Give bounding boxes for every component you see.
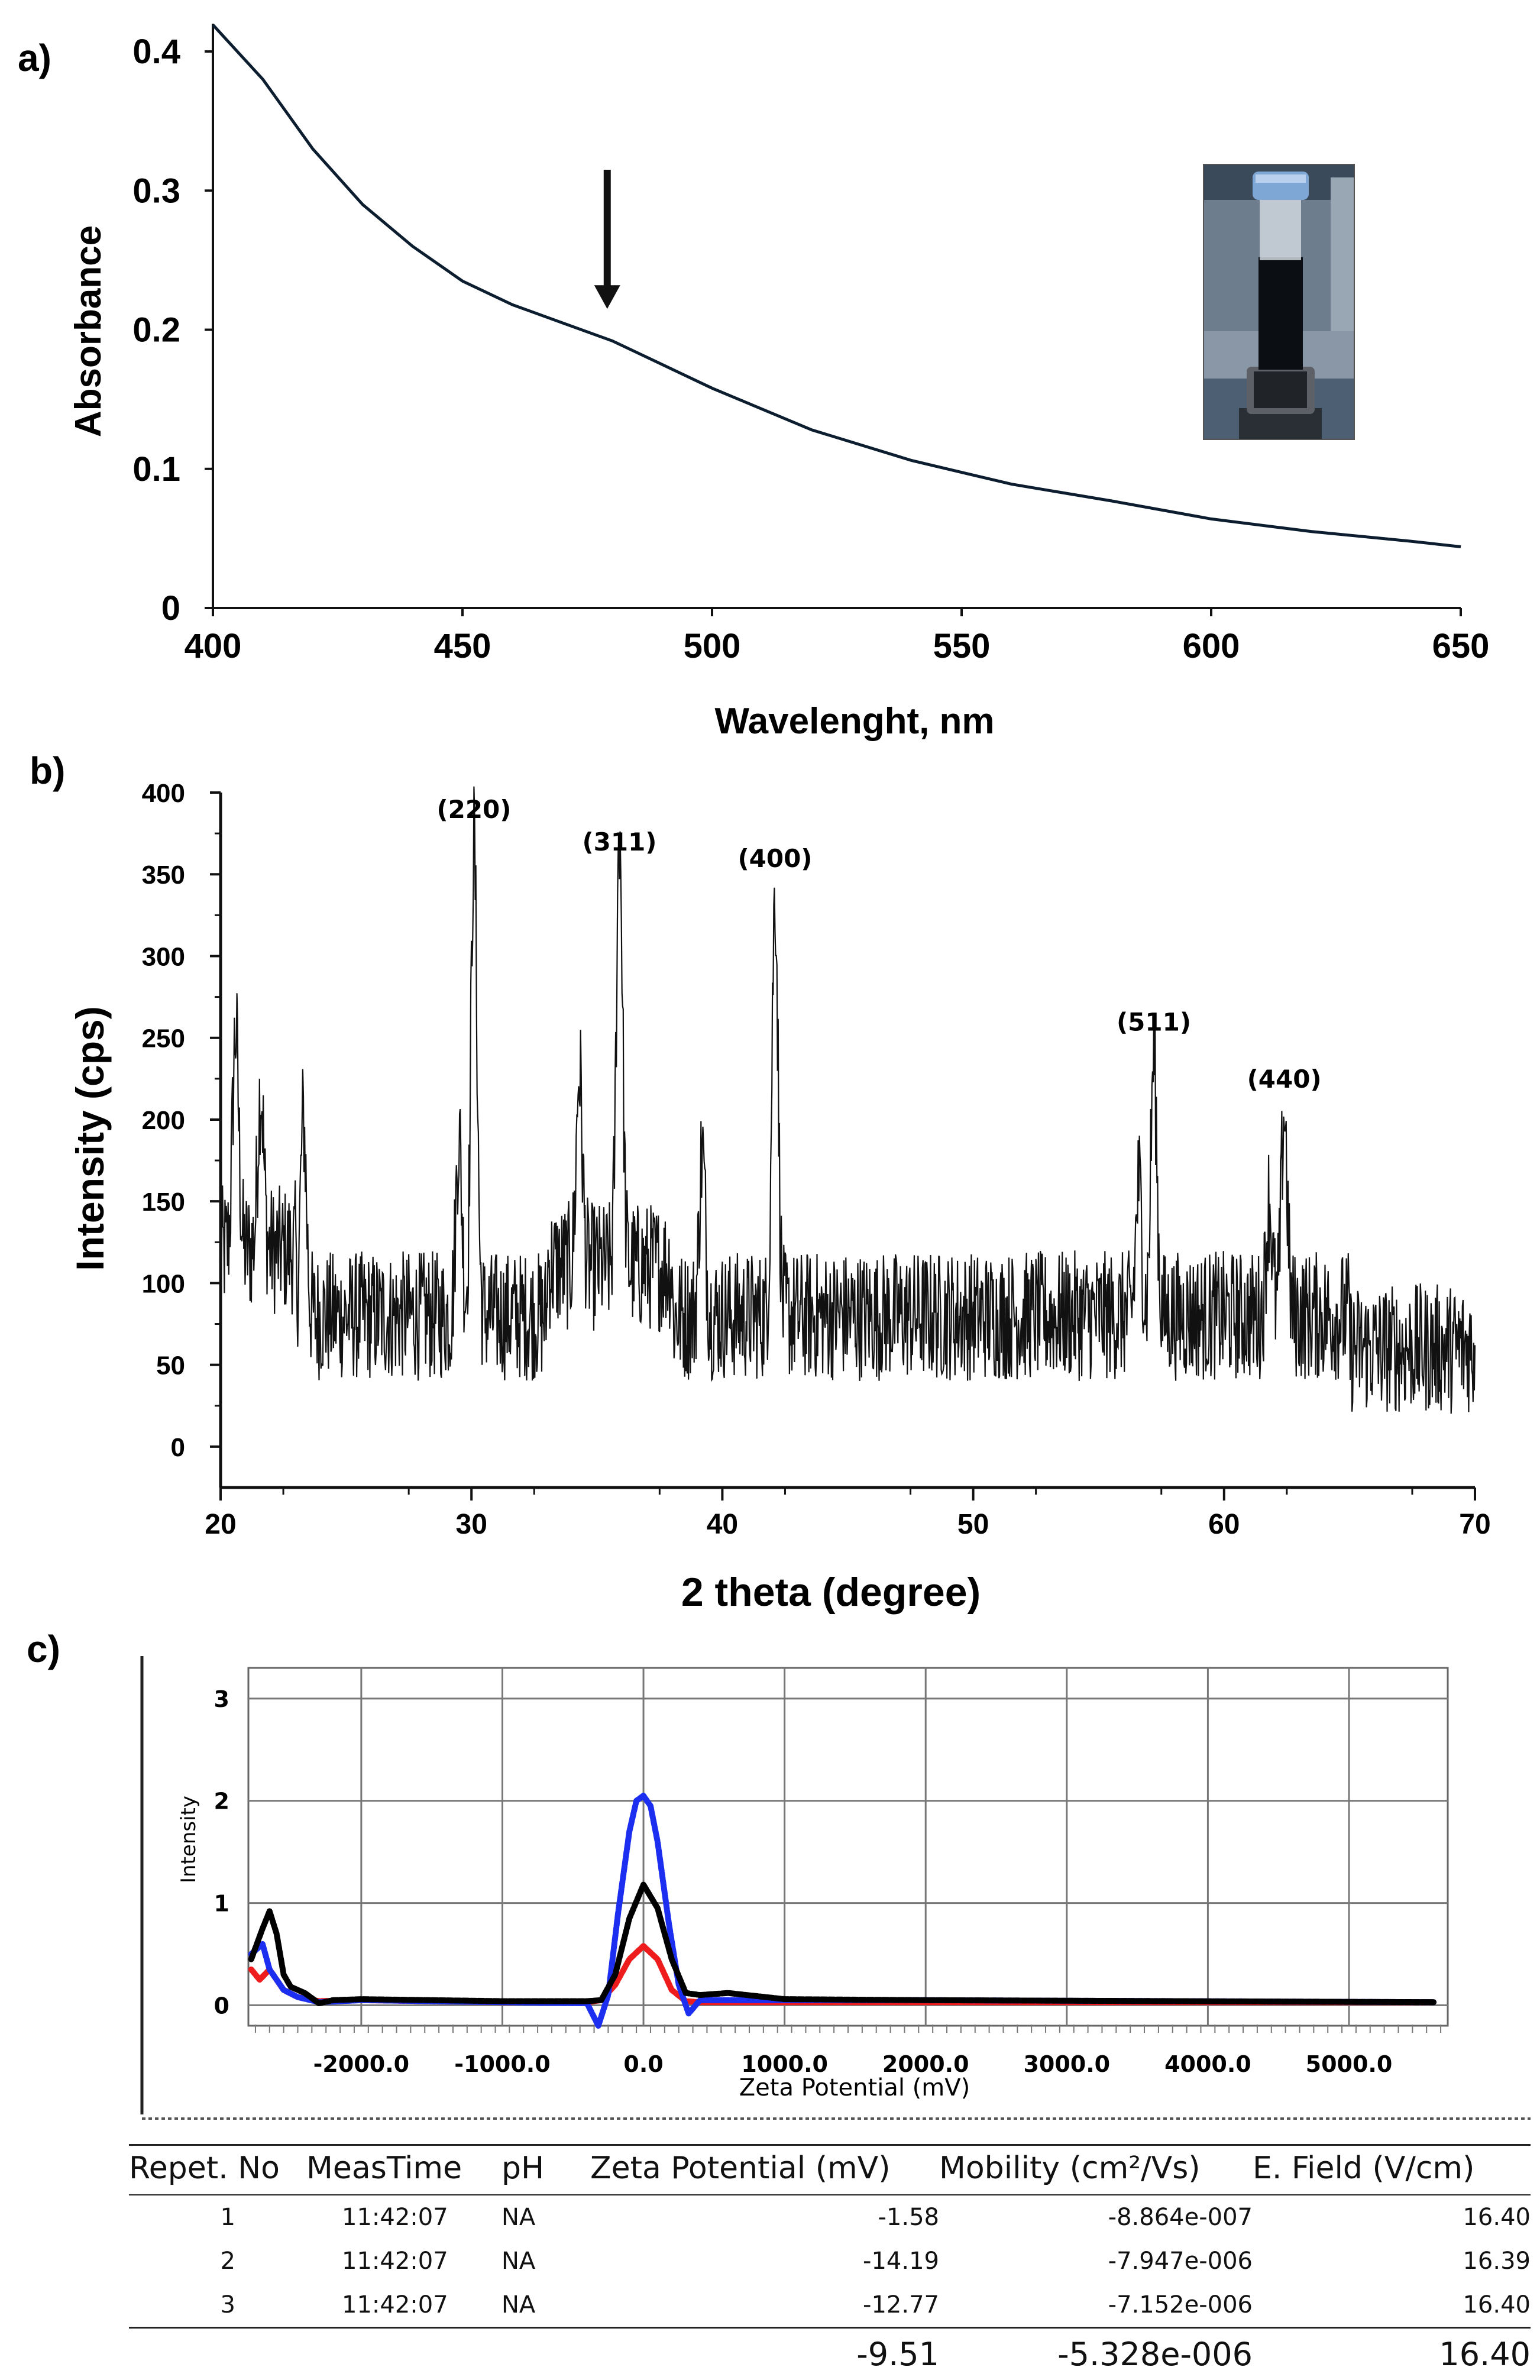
- table-mean-row: -9.51 -5.328e-006 16.40: [129, 2328, 1531, 2380]
- b-x-tick-label: 20: [205, 1509, 236, 1540]
- cell-ph: NA: [502, 2195, 590, 2239]
- cell-mobility: -7.152e-006: [939, 2283, 1253, 2328]
- col-mobility: Mobility (cm²/Vs): [939, 2145, 1253, 2195]
- cell-time: 11:42:07: [306, 2283, 502, 2328]
- a-x-tick-label: 650: [1432, 627, 1490, 665]
- b-y-tick-label: 50: [156, 1351, 185, 1380]
- b-y-tick-label: 200: [142, 1106, 185, 1135]
- a-y-tick-label: 0.4: [132, 33, 180, 71]
- c-plot-frame: [248, 1668, 1448, 2026]
- mean-field: 16.40: [1253, 2328, 1531, 2380]
- b-peak-label: (220): [436, 795, 511, 824]
- b-y-tick-label: 350: [142, 861, 185, 890]
- cell-time: 11:42:07: [306, 2239, 502, 2283]
- panel-c-zeta: c) -2000.0 -1000.0 0.0 1000.0 2000.0 3000.0 40…: [27, 1628, 1531, 2119]
- cell-zeta: -14.19: [590, 2239, 939, 2283]
- a-x-tick-label: 500: [684, 627, 741, 665]
- a-x-tick-label: 400: [185, 627, 242, 665]
- cell-no: 1: [129, 2195, 306, 2239]
- c-y-tick-label: 2: [214, 1789, 229, 1815]
- col-ph: pH: [502, 2145, 590, 2195]
- a-y-axis-label: Absorbance: [68, 225, 109, 437]
- a-y-tick-label: 0: [161, 589, 180, 628]
- table-row: 1 11:42:07 NA -1.58 -8.864e-007 16.40: [129, 2195, 1531, 2239]
- table-row: 2 11:42:07 NA -14.19 -7.947e-006 16.39: [129, 2239, 1531, 2283]
- a-arrow-marker: [594, 170, 620, 309]
- col-repet-no: Repet. No: [129, 2145, 306, 2195]
- c-x-tick-label: 4000.0: [1164, 2051, 1251, 2077]
- b-y-tick-label: 100: [142, 1269, 185, 1298]
- b-x-tick-label: 40: [707, 1509, 738, 1540]
- b-x-tick-label: 30: [456, 1509, 487, 1540]
- col-zeta-potential: Zeta Potential (mV): [590, 2145, 939, 2195]
- cell-mobility: -8.864e-007: [939, 2195, 1253, 2239]
- mean-mobility: -5.328e-006: [939, 2328, 1253, 2380]
- b-peak-label: (440): [1247, 1065, 1322, 1094]
- c-y-axis-label: Intensity: [177, 1796, 200, 1883]
- cell-mobility: -7.947e-006: [939, 2239, 1253, 2283]
- cell-ph: NA: [502, 2239, 590, 2283]
- c-series-run-2: [251, 1796, 1434, 2026]
- vial-photo-inset: [1203, 164, 1354, 439]
- c-x-tick-label: -1000.0: [454, 2051, 550, 2077]
- panel-a-uv-vis: a) 400 450 500 550 600 650 0 0.1 0.2 0.3 0.4 Absor…: [18, 24, 1489, 742]
- a-y-tick-label: 0.1: [132, 450, 180, 489]
- a-y-tick-label: 0.2: [132, 311, 180, 350]
- b-peak-label: (511): [1117, 1007, 1191, 1036]
- a-y-tick-label: 0.3: [132, 172, 180, 210]
- c-x-tick-label: 5000.0: [1306, 2051, 1393, 2077]
- c-x-axis-label: Zeta Potential (mV): [739, 2074, 970, 2101]
- a-x-tick-label: 450: [434, 627, 491, 665]
- cell-field: 16.40: [1253, 2283, 1531, 2328]
- table-header-row: Repet. No MeasTime pH Zeta Potential (mV…: [129, 2145, 1531, 2195]
- a-x-axis-label: Wavelenght, nm: [714, 701, 994, 742]
- b-y-tick-label: 400: [142, 779, 185, 808]
- c-y-tick-label: 0: [214, 1993, 229, 2019]
- b-x-tick-label: 70: [1459, 1509, 1490, 1540]
- c-x-tick-label: 2000.0: [882, 2051, 969, 2077]
- c-x-tick-label: 3000.0: [1023, 2051, 1110, 2077]
- b-x-tick-label: 60: [1208, 1509, 1240, 1540]
- b-xrd-pattern: [221, 787, 1475, 1414]
- panel-c-label: c): [27, 1628, 60, 1670]
- c-y-tick-label: 1: [214, 1891, 229, 1917]
- col-e-field: E. Field (V/cm): [1253, 2145, 1531, 2195]
- c-x-tick-label: 0.0: [623, 2051, 663, 2077]
- panel-b-label: b): [30, 749, 65, 792]
- b-x-tick-label: 50: [957, 1509, 989, 1540]
- b-x-axis-label: 2 theta (degree): [681, 1570, 981, 1615]
- c-x-tick-label: 1000.0: [741, 2051, 828, 2077]
- b-peak-label: (311): [582, 827, 656, 856]
- a-x-tick-label: 600: [1183, 627, 1240, 665]
- b-y-axis-label: Intensity (cps): [68, 1006, 112, 1270]
- cell-no: 3: [129, 2283, 306, 2328]
- cell-no: 2: [129, 2239, 306, 2283]
- zeta-results-table: Repet. No MeasTime pH Zeta Potential (mV…: [129, 2144, 1531, 2380]
- cell-field: 16.40: [1253, 2195, 1531, 2239]
- cell-ph: NA: [502, 2283, 590, 2328]
- cell-time: 11:42:07: [306, 2195, 502, 2239]
- panel-a-label: a): [18, 37, 51, 79]
- cell-zeta: -1.58: [590, 2195, 939, 2239]
- cell-zeta: -12.77: [590, 2283, 939, 2328]
- b-y-tick-label: 150: [142, 1188, 185, 1217]
- c-y-tick-label: 3: [214, 1686, 229, 1712]
- c-series-run-1: [251, 1946, 1434, 2002]
- c-x-tick-label: -2000.0: [313, 2051, 409, 2077]
- col-meastime: MeasTime: [306, 2145, 502, 2195]
- table-row: 3 11:42:07 NA -12.77 -7.152e-006 16.40: [129, 2283, 1531, 2328]
- b-y-tick-label: 0: [171, 1433, 185, 1462]
- cell-field: 16.39: [1253, 2239, 1531, 2283]
- a-x-tick-label: 550: [933, 627, 991, 665]
- b-y-tick-label: 250: [142, 1024, 185, 1053]
- b-peak-label: (400): [737, 844, 812, 873]
- b-y-tick-label: 300: [142, 942, 185, 971]
- mean-zeta: -9.51: [590, 2328, 939, 2380]
